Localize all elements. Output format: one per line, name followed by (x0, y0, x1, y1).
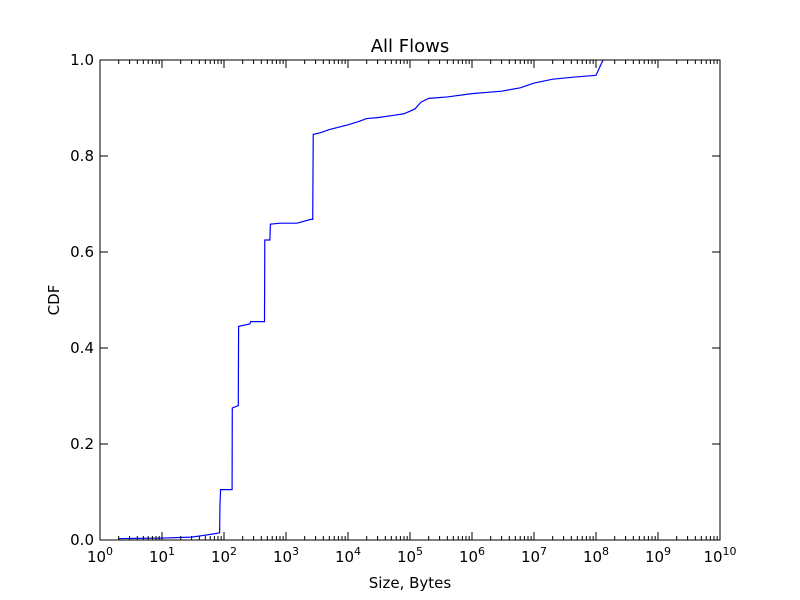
x-tick-label: 104 (335, 545, 361, 566)
y-tick-label: 0.4 (70, 339, 94, 357)
x-axis: 100 101 102 103 104 105 106 107 108 109 1010 (87, 60, 737, 566)
x-tick-label: 101 (149, 545, 175, 566)
y-axis-label: CDF (45, 285, 63, 316)
y-tick-label: 0.0 (70, 531, 94, 549)
x-tick-label: 103 (273, 545, 299, 566)
plot-frame (99, 59, 721, 541)
y-tick-label: 0.8 (70, 147, 94, 165)
x-axis-label: Size, Bytes (369, 574, 452, 592)
x-tick-label: 102 (211, 545, 237, 566)
y-tick-label: 0.2 (70, 435, 94, 453)
x-tick-label: 107 (521, 545, 547, 566)
x-tick-label: 105 (397, 545, 423, 566)
series-lines (118, 59, 604, 540)
x-tick-label: 106 (459, 545, 485, 566)
x-tick-label: 100 (87, 545, 113, 566)
x-tick-label: 1010 (703, 545, 736, 566)
y-axis: 0.0 0.2 0.4 0.6 0.8 1.0 (70, 51, 720, 549)
x-tick-label: 108 (583, 545, 609, 566)
y-tick-label: 1.0 (70, 51, 94, 69)
x-tick-label: 109 (645, 545, 671, 566)
y-tick-label: 0.6 (70, 243, 94, 261)
chart-title: All Flows (371, 36, 450, 57)
series-line-0 (118, 59, 604, 540)
